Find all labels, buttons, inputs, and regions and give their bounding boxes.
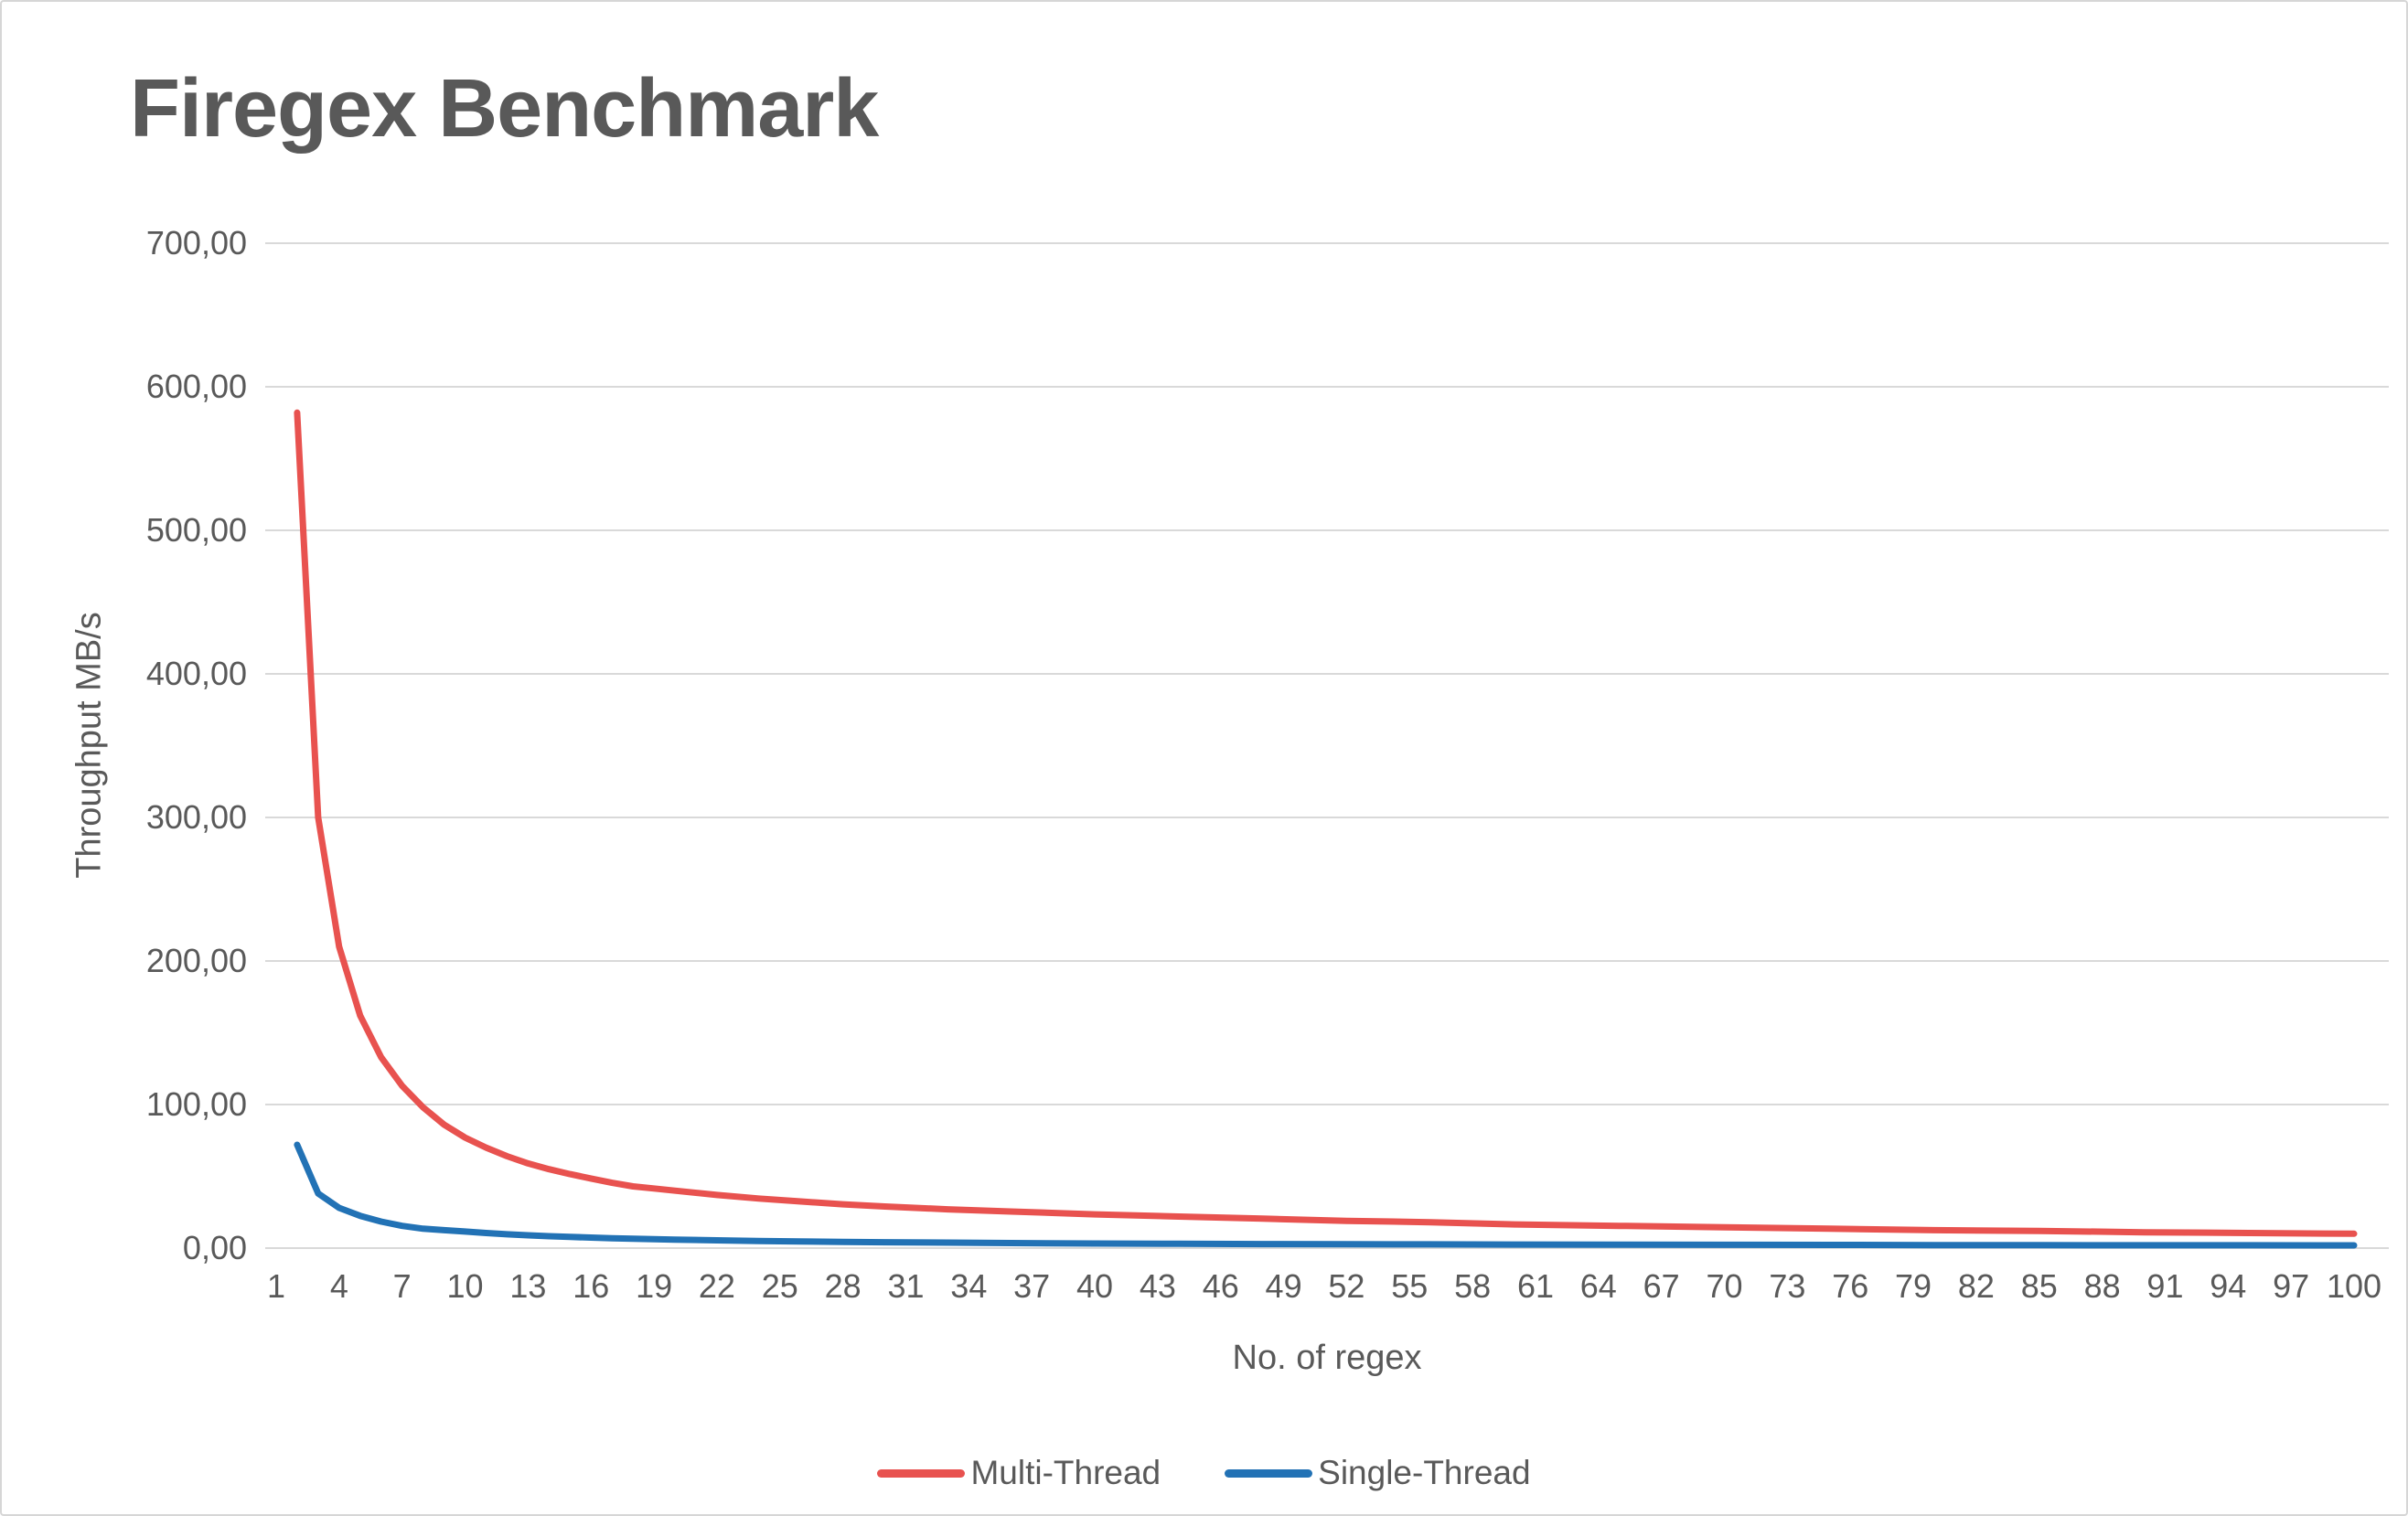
x-axis-title: No. of regex (1232, 1339, 1422, 1377)
series-line-multi-thread (294, 409, 2358, 1237)
legend-label-multi-thread: Multi-Thread (970, 1454, 1161, 1491)
y-tick-label-400: 400,00 (146, 655, 247, 692)
x-tick-label-82: 82 (1958, 1267, 1995, 1305)
x-tick-label-49: 49 (1266, 1267, 1302, 1305)
x-tick-label-4: 4 (330, 1267, 348, 1305)
y-tick-labels: 0,00 100,00 200,00 300,00 400,00 500,00 600,00… (146, 224, 247, 1266)
x-tick-label-43: 43 (1140, 1267, 1176, 1305)
x-tick-label-88: 88 (2084, 1267, 2121, 1305)
y-tick-label-600: 600,00 (146, 368, 247, 405)
series-line-single-thread (294, 1141, 2358, 1249)
y-tick-label-200: 200,00 (146, 942, 247, 979)
y-tick-label-0: 0,00 (183, 1229, 247, 1266)
x-tick-label-7: 7 (393, 1267, 412, 1305)
x-tick-label-31: 31 (887, 1267, 924, 1305)
x-tick-label-10: 10 (447, 1267, 484, 1305)
x-tick-label-13: 13 (509, 1267, 546, 1305)
y-tick-label-100: 100,00 (146, 1085, 247, 1123)
x-tick-label-73: 73 (1769, 1267, 1805, 1305)
x-tick-label-34: 34 (950, 1267, 987, 1305)
legend-label-single-thread: Single-Thread (1318, 1454, 1531, 1491)
x-tick-label-25: 25 (762, 1267, 798, 1305)
y-tick-label-500: 500,00 (146, 511, 247, 549)
legend-marker-single-thread (1225, 1468, 1313, 1478)
x-tick-label-40: 40 (1076, 1267, 1113, 1305)
x-tick-label-76: 76 (1832, 1267, 1868, 1305)
x-tick-label-97: 97 (2273, 1267, 2309, 1305)
x-tick-labels: 1 4 7 10 13 16 19 22 25 28 31 34 37 40 43 46 49 52 55 58 61 6… (267, 1267, 2381, 1305)
x-tick-label-22: 22 (699, 1267, 735, 1305)
x-tick-label-16: 16 (573, 1267, 609, 1305)
x-tick-label-28: 28 (825, 1267, 862, 1305)
x-tick-label-19: 19 (636, 1267, 672, 1305)
x-tick-label-46: 46 (1203, 1267, 1239, 1305)
legend-item-single-thread: Single-Thread (1225, 1454, 1531, 1492)
x-tick-label-1: 1 (267, 1267, 285, 1305)
x-tick-label-79: 79 (1895, 1267, 1932, 1305)
x-tick-label-55: 55 (1391, 1267, 1428, 1305)
legend-marker-multi-thread (877, 1468, 966, 1478)
x-tick-label-61: 61 (1517, 1267, 1554, 1305)
x-tick-label-37: 37 (1013, 1267, 1050, 1305)
x-tick-label-100: 100 (2327, 1267, 2381, 1305)
x-tick-label-67: 67 (1643, 1267, 1680, 1305)
x-tick-label-58: 58 (1454, 1267, 1491, 1305)
y-tick-label-300: 300,00 (146, 798, 247, 836)
x-tick-label-64: 64 (1580, 1267, 1617, 1305)
x-tick-label-94: 94 (2210, 1267, 2246, 1305)
y-tick-label-700: 700,00 (146, 224, 247, 262)
chart-title: Firegex Benchmark (130, 63, 879, 155)
x-tick-label-70: 70 (1706, 1267, 1742, 1305)
x-tick-label-52: 52 (1328, 1267, 1365, 1305)
x-tick-label-91: 91 (2146, 1267, 2183, 1305)
x-tick-label-85: 85 (2021, 1267, 2058, 1305)
legend: Multi-Thread Single-Thread (2, 1454, 2406, 1492)
legend-item-multi-thread: Multi-Thread (877, 1454, 1161, 1492)
gridlines (265, 242, 2389, 1249)
